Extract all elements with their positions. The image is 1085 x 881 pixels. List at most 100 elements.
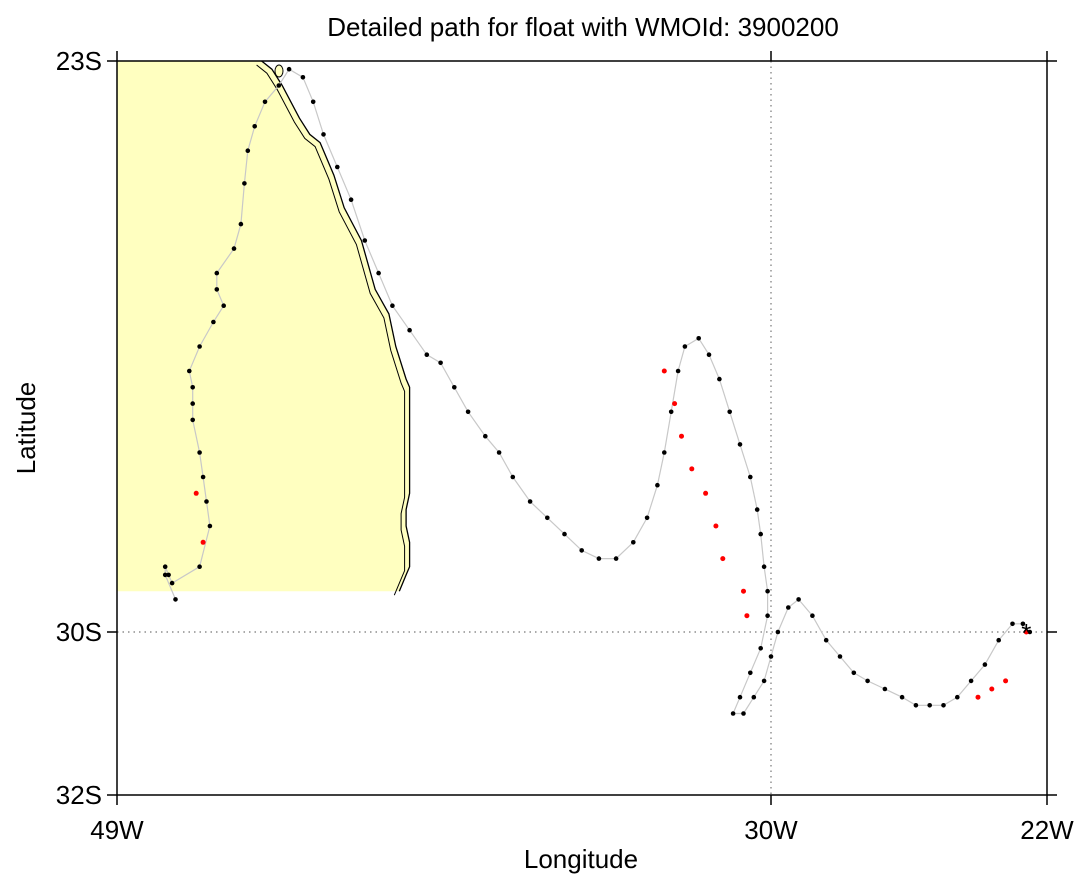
track-point	[682, 344, 688, 349]
highlight-point	[744, 613, 750, 619]
highlight-point	[661, 368, 667, 374]
track-point	[765, 613, 770, 618]
highlight-point	[989, 686, 995, 692]
y-tick-label: 30S	[56, 617, 102, 647]
highlight-point	[679, 433, 684, 439]
track-point	[362, 238, 368, 243]
track-point	[865, 678, 870, 684]
track-point	[823, 637, 829, 643]
y-axis-label: Latitude	[11, 382, 41, 475]
track-point	[207, 523, 213, 529]
track-point	[730, 711, 736, 716]
track-point	[968, 678, 974, 684]
highlight-point	[672, 401, 678, 407]
track-point	[899, 694, 905, 700]
x-tick-label: 49W	[90, 815, 144, 845]
track-point	[761, 678, 767, 684]
track-point	[1010, 621, 1015, 627]
track-point	[166, 572, 171, 578]
track-point	[197, 344, 202, 349]
grid-layer	[117, 61, 1047, 795]
track-point	[751, 694, 757, 700]
track-point	[765, 588, 770, 594]
track-point	[1027, 629, 1033, 635]
track-point	[162, 564, 168, 569]
track-point	[955, 694, 960, 700]
track-point	[231, 246, 237, 251]
track-point	[748, 474, 753, 480]
track-point	[982, 662, 988, 667]
track-point	[706, 352, 712, 358]
track-point	[200, 474, 206, 480]
track-point	[204, 499, 209, 504]
track-point	[786, 605, 791, 610]
track-point	[310, 99, 316, 105]
track-point	[390, 303, 395, 309]
track-point	[197, 450, 202, 455]
highlight-point	[703, 490, 709, 496]
x-axis-label: Longitude	[524, 844, 638, 874]
track-point	[452, 385, 457, 390]
track-point	[438, 360, 443, 366]
highlight-point	[741, 588, 746, 594]
track-point	[758, 531, 763, 537]
track-point	[276, 83, 282, 88]
track-point	[424, 352, 430, 358]
track-point	[810, 613, 815, 618]
highlight-point	[200, 539, 206, 545]
track-point	[286, 66, 292, 72]
x-tick-label: 22W	[1020, 815, 1074, 845]
track-point	[162, 572, 168, 578]
highlight-point	[1023, 629, 1029, 635]
track-point	[717, 376, 722, 382]
track-point	[527, 499, 533, 504]
y-tick-label: 32S	[56, 780, 102, 810]
track-point	[613, 556, 619, 561]
track-point	[321, 132, 326, 137]
track-point	[579, 548, 584, 553]
track-point	[190, 385, 195, 390]
coastline	[261, 61, 411, 592]
track-point	[927, 703, 932, 708]
track-point	[245, 148, 251, 153]
track-point	[696, 336, 701, 341]
track-point	[173, 597, 178, 602]
track-point	[596, 556, 602, 561]
track-point	[1020, 621, 1026, 627]
track-point	[737, 694, 743, 700]
track-point	[496, 450, 502, 455]
track-point	[214, 287, 220, 292]
track-point	[242, 181, 247, 186]
coastline-shelf	[256, 64, 406, 596]
track-point	[169, 580, 175, 586]
track-point	[768, 654, 774, 659]
track-point	[758, 646, 763, 651]
track-point	[376, 270, 381, 276]
points-layer: *	[162, 66, 1033, 716]
track-point	[748, 670, 753, 676]
y-tick-label: 23S	[56, 46, 102, 76]
last-position-star: *	[1021, 618, 1031, 648]
track-point	[737, 442, 743, 447]
land-area	[117, 61, 410, 592]
track-point	[300, 75, 306, 80]
track-point	[941, 703, 946, 708]
chart-title: Detailed path for float with WMOId: 3900…	[327, 12, 839, 42]
track-point	[631, 540, 636, 545]
axis-layer: 49W 30W 22W 23S 30S 32S	[56, 46, 1074, 845]
highlight-point	[193, 490, 199, 496]
track-point	[252, 124, 257, 129]
track-point	[668, 409, 674, 415]
track-point	[741, 711, 746, 716]
track-point	[996, 637, 1001, 643]
track-point	[545, 515, 550, 521]
track-point	[662, 450, 667, 455]
track-point	[727, 409, 732, 415]
track-point	[197, 564, 202, 569]
land-layer	[117, 61, 411, 596]
track-point	[851, 670, 857, 676]
track-point	[837, 654, 843, 659]
island-shape	[274, 64, 284, 78]
track-point	[211, 319, 216, 325]
